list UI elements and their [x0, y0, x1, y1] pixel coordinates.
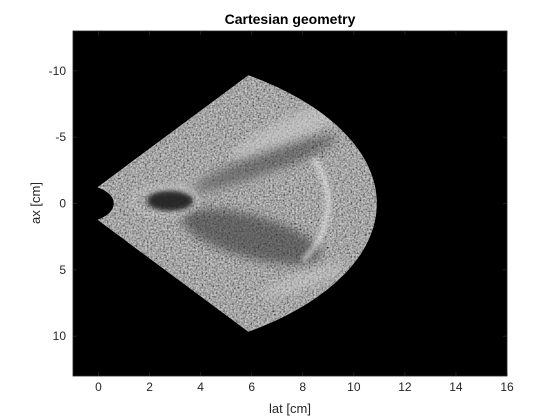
y-tick-label: 10	[53, 329, 67, 343]
dark-lesion	[147, 190, 193, 211]
bright-echo-lower	[259, 263, 347, 298]
dark-region-lower	[182, 209, 321, 265]
x-tick-label: 12	[398, 380, 412, 394]
y-tick-label: 0	[59, 197, 66, 211]
x-tick-label: 14	[449, 380, 463, 394]
lesion-rim	[130, 184, 200, 217]
x-tick-label: 10	[347, 380, 361, 394]
x-tick-label: 6	[248, 380, 255, 394]
y-axis-label: ax [cm]	[28, 182, 43, 224]
x-tick-label: 2	[146, 380, 153, 394]
x-tick-label: 8	[299, 380, 306, 394]
y-tick-label: -5	[55, 130, 66, 144]
dark-band-mid	[192, 135, 337, 192]
x-tick-label: 4	[197, 380, 204, 394]
y-tick-label: -10	[49, 64, 67, 78]
y-tick-label: 5	[59, 263, 66, 277]
sector-features	[130, 99, 351, 298]
x-axis: 0 2 4 6 8 10 12 14 16	[95, 31, 514, 394]
y-axis: -10 -5 0 5 10	[49, 64, 507, 343]
x-axis-label: lat [cm]	[269, 401, 311, 416]
bright-reflector-arc	[301, 157, 331, 263]
x-tick-label: 16	[500, 380, 514, 394]
x-tick-label: 0	[95, 380, 102, 394]
chart-title: Cartesian geometry	[225, 11, 356, 27]
bright-band-upper	[229, 99, 351, 162]
